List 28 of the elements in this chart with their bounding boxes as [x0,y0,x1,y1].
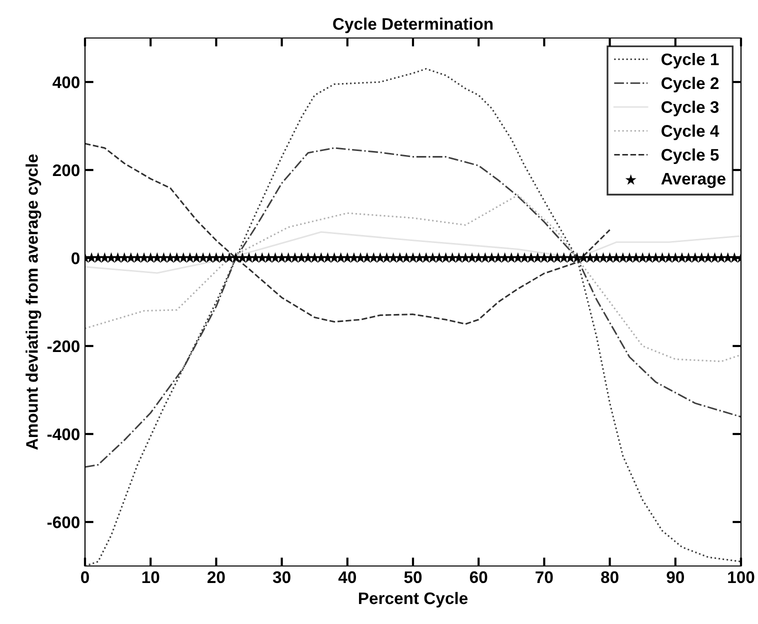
x-tick-label: 80 [601,571,618,584]
y-tick-label: 0 [72,252,80,264]
y-axis-title: Amount deviating from average cycle [26,154,42,450]
legend-label: Cycle 2 [662,76,719,92]
x-tick-label: 10 [142,571,160,584]
x-tick-label: 40 [338,571,356,584]
y-tick-label: -400 [47,428,80,440]
x-tick-label: 50 [404,571,422,584]
x-tick-label: 70 [536,571,553,584]
x-tick-label: 90 [666,571,684,584]
chart-title: Cycle Determination [333,18,493,34]
line-series [85,231,741,274]
legend-label: Average [661,172,726,188]
x-tick-label: 100 [728,571,754,584]
y-tick-label: -200 [47,340,80,352]
y-tick-label: 200 [52,164,80,176]
line-series [85,194,741,362]
legend-label: Cycle 5 [662,148,719,164]
x-tick-label: 60 [470,571,488,584]
legend-label: Cycle 1 [662,53,719,69]
legend-label: Cycle 3 [662,100,719,116]
x-tick-label: 30 [272,571,290,584]
y-tick-label: -600 [47,516,80,528]
y-tick-label: 400 [52,76,80,88]
x-axis-title: Percent Cycle [358,592,468,608]
legend-label: Cycle 4 [662,124,720,140]
x-tick-label: 20 [208,571,225,584]
x-tick-label: 0 [81,571,89,584]
